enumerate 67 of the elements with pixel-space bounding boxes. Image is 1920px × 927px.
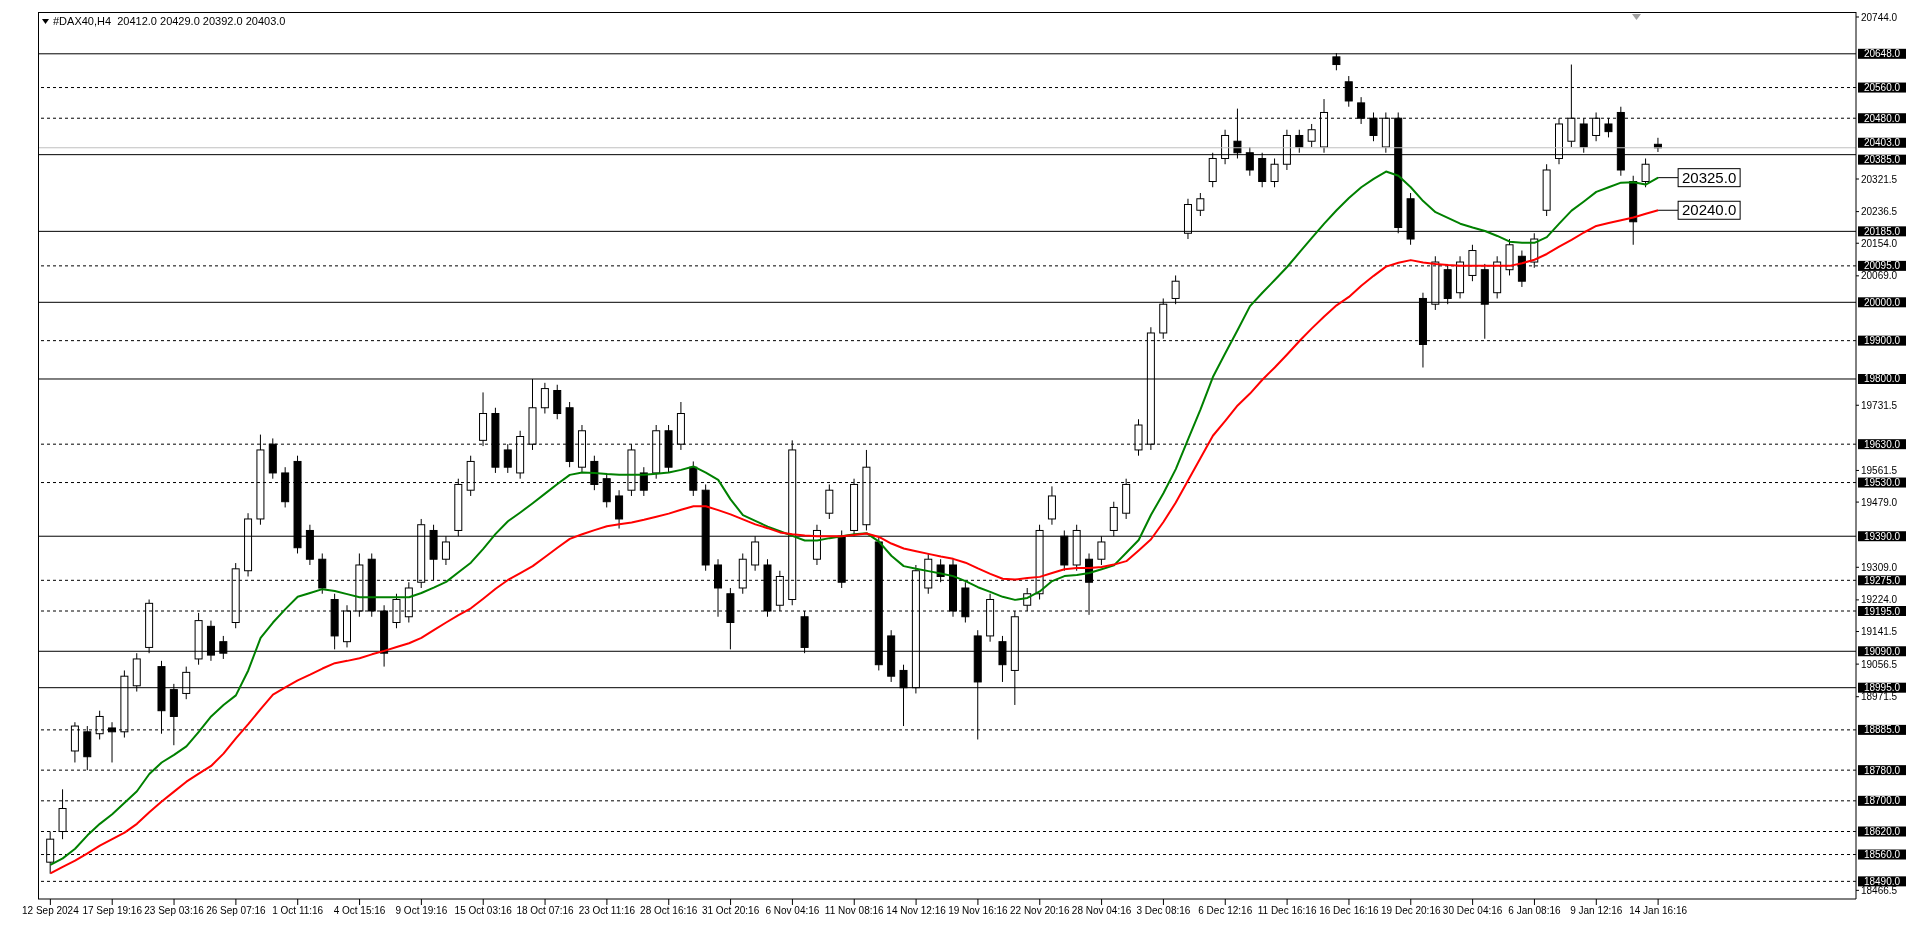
ref-line-label: 20403.0 <box>1863 137 1901 149</box>
annotation: 20325.0 <box>1682 168 1737 186</box>
x-tick-label: 9 Oct 19:16 <box>395 905 448 917</box>
x-tick-label: 16 Dec 16:16 <box>1319 905 1380 917</box>
x-tick-label: 17 Sep 19:16 <box>82 905 143 917</box>
x-tick-label: 19 Dec 20:16 <box>1381 905 1441 917</box>
y-tick-label: 20321.5 <box>1861 173 1898 185</box>
y-tick-label: 19141.5 <box>1861 626 1898 638</box>
ref-line-label: 20185.0 <box>1863 225 1901 237</box>
x-tick-label: 12 Sep 2024 <box>22 905 80 917</box>
ref-line-label: 19630.0 <box>1863 438 1901 450</box>
x-tick-label: 6 Dec 12:16 <box>1198 905 1253 917</box>
y-tick-label: 18466.5 <box>1861 884 1898 896</box>
ref-line-label: 20560.0 <box>1863 82 1901 94</box>
y-tick-label: 19561.5 <box>1861 465 1898 477</box>
x-tick-label: 28 Oct 16:16 <box>640 905 698 917</box>
x-tick-label: 28 Nov 04:16 <box>1071 905 1132 917</box>
ref-line-label: 20648.0 <box>1863 48 1901 60</box>
x-tick-label: 23 Oct 11:16 <box>578 905 636 917</box>
annotation: 20240.0 <box>1682 201 1737 219</box>
y-tick-label: 20744.0 <box>1861 11 1898 23</box>
y-tick-label: 19309.0 <box>1861 561 1898 573</box>
ref-line-label: 18560.0 <box>1863 849 1901 861</box>
ref-line-label: 19090.0 <box>1863 645 1901 657</box>
ref-line-label: 18490.0 <box>1863 875 1901 887</box>
x-tick-label: 26 Sep 07:16 <box>206 905 267 917</box>
x-tick-label: 4 Oct 15:16 <box>333 905 386 917</box>
x-tick-label: 30 Dec 04:16 <box>1442 905 1503 917</box>
x-tick-label: 19 Nov 16:16 <box>948 905 1009 917</box>
ref-line-label: 19800.0 <box>1863 373 1901 385</box>
ref-line-label: 18620.0 <box>1863 826 1901 838</box>
y-tick-label: 20236.5 <box>1861 206 1898 218</box>
y-tick-label: 19479.0 <box>1861 496 1898 508</box>
y-tick-label: 19224.0 <box>1861 594 1898 606</box>
ref-line-label: 20095.0 <box>1863 260 1901 272</box>
x-tick-label: 14 Nov 12:16 <box>886 905 947 917</box>
ref-line-label: 18995.0 <box>1863 682 1901 694</box>
ref-line-label: 18700.0 <box>1863 795 1901 807</box>
x-tick-label: 23 Sep 03:16 <box>144 905 205 917</box>
ref-line-label: 20480.0 <box>1863 112 1901 124</box>
x-tick-label: 15 Oct 03:16 <box>454 905 513 917</box>
x-tick-label: 22 Nov 20:16 <box>1010 905 1070 917</box>
x-tick-label: 1 Oct 11:16 <box>272 905 324 917</box>
ref-line-label: 18780.0 <box>1863 764 1901 776</box>
x-tick-label: 6 Jan 08:16 <box>1508 905 1562 917</box>
x-tick-label: 11 Dec 16:16 <box>1257 905 1317 917</box>
ref-line-label: 19195.0 <box>1863 605 1901 617</box>
x-tick-label: 31 Oct 20:16 <box>701 905 760 917</box>
y-tick-label: 18971.5 <box>1861 691 1898 703</box>
ref-line-label: 19900.0 <box>1863 335 1901 347</box>
ref-line-label: 19530.0 <box>1863 477 1901 489</box>
ref-line-label: 19275.0 <box>1863 574 1901 586</box>
x-tick-label: 14 Jan 16:16 <box>1629 905 1688 917</box>
ref-line-label: 20385.0 <box>1863 154 1901 166</box>
x-tick-label: 6 Nov 04:16 <box>765 905 820 917</box>
x-tick-label: 18 Oct 07:16 <box>516 905 575 917</box>
x-tick-label: 3 Dec 08:16 <box>1136 905 1191 917</box>
chart-title: #DAX40,H4 20412.0 20429.0 20392.0 20403.0 <box>53 15 286 27</box>
ref-line-label: 18885.0 <box>1863 724 1901 736</box>
y-tick-label: 19731.5 <box>1861 399 1898 411</box>
ref-line-label: 19390.0 <box>1863 530 1901 542</box>
x-tick-label: 11 Nov 08:16 <box>824 905 885 917</box>
y-tick-label: 20069.0 <box>1861 270 1898 282</box>
y-tick-label: 20154.0 <box>1861 237 1898 249</box>
ref-line-label: 20000.0 <box>1863 296 1901 308</box>
x-tick-label: 9 Jan 12:16 <box>1570 905 1623 917</box>
y-tick-label: 19056.5 <box>1861 658 1898 670</box>
